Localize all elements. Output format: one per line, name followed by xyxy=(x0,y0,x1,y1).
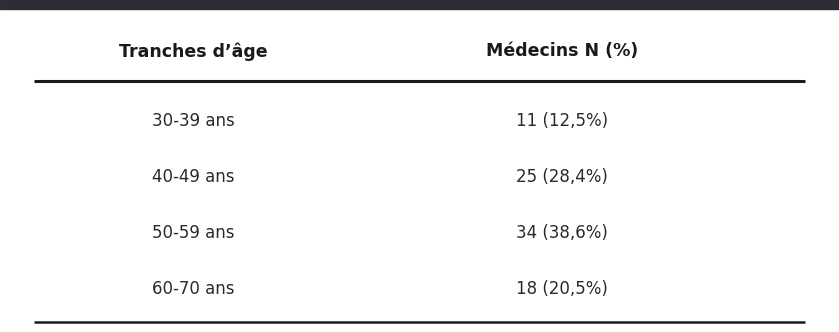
Text: 30-39 ans: 30-39 ans xyxy=(152,112,234,130)
Text: 25 (28,4%): 25 (28,4%) xyxy=(516,168,608,186)
Text: 60-70 ans: 60-70 ans xyxy=(152,280,234,297)
Text: Médecins N (%): Médecins N (%) xyxy=(486,42,638,60)
Text: Tranches d’âge: Tranches d’âge xyxy=(118,42,268,61)
Text: 34 (38,6%): 34 (38,6%) xyxy=(516,224,608,242)
Text: 40-49 ans: 40-49 ans xyxy=(152,168,234,186)
Text: 50-59 ans: 50-59 ans xyxy=(152,224,234,242)
Bar xyxy=(0,0,839,9)
Text: 18 (20,5%): 18 (20,5%) xyxy=(516,280,608,297)
Text: 11 (12,5%): 11 (12,5%) xyxy=(516,112,608,130)
